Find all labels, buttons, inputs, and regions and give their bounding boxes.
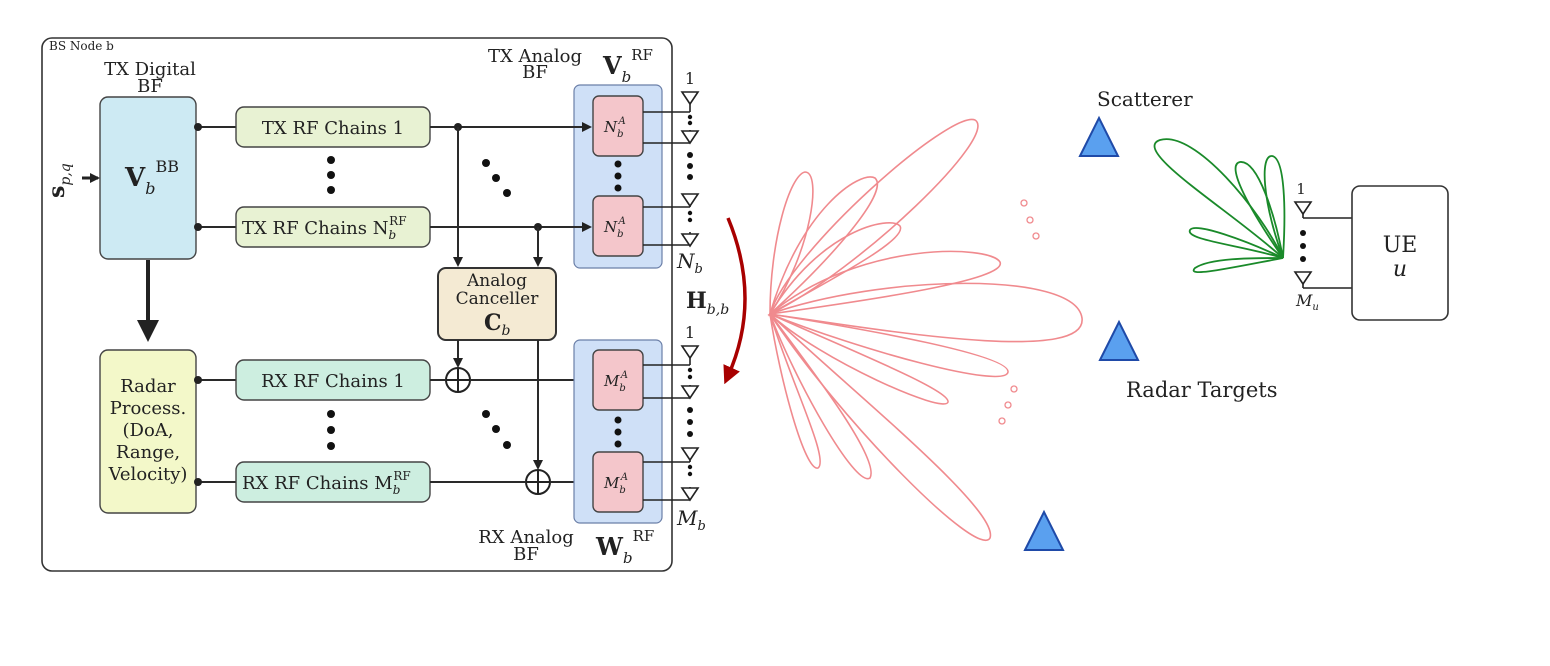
scatterer-icon — [1078, 115, 1120, 157]
ue-label: UE — [1383, 233, 1418, 258]
radar-process-block — [99, 349, 197, 514]
tx-phase-block-1 — [592, 95, 644, 157]
canceller-label-1: Analog — [466, 271, 527, 291]
tx-rf-chain-n-label: TX RF Chains NbRF — [242, 214, 407, 242]
rx-antenna-first-label: 1 — [685, 323, 695, 342]
rx-antenna-last-label: Mb — [676, 506, 706, 534]
ue-antenna-first-label: 1 — [1296, 180, 1306, 198]
tx-antenna-last-label: Nb — [676, 249, 703, 277]
canceller-symbol: Cb — [484, 310, 511, 339]
svg-text:MbA: MbA — [603, 370, 628, 394]
rx-rf-chain-1-label: RX RF Chains 1 — [261, 371, 405, 392]
tx-rf-matrix-symbol: VbRF — [602, 46, 653, 86]
radar-target-2-icon — [1023, 509, 1065, 551]
tx-beampattern-ellipsis-lower — [998, 385, 1018, 425]
svg-text:NbA: NbA — [603, 116, 626, 140]
radar-process-line-5: Velocity) — [108, 464, 188, 485]
svg-text:NbA: NbA — [603, 216, 626, 240]
radar-process-line-3: (DoA, — [122, 420, 173, 441]
rx-summer-m — [525, 469, 551, 495]
rx-summer-1 — [445, 367, 471, 393]
svg-text:MbA: MbA — [603, 472, 628, 496]
tx-digital-bf-label: TX Digital — [104, 59, 196, 80]
rx-rf-chain-m-label: RX RF Chains MbRF — [242, 469, 411, 497]
tx-antenna-first-label: 1 — [685, 69, 695, 88]
tx-phase-block-n — [592, 195, 644, 257]
scatterer-label: Scatterer — [1097, 87, 1193, 111]
self-channel-label: Hb,b — [686, 288, 729, 318]
tx-beampattern-ellipsis-upper — [1020, 199, 1040, 240]
ue-antenna-array — [1293, 201, 1352, 289]
rx-phase-block-m — [592, 451, 644, 513]
ue-index-label: u — [1393, 257, 1407, 282]
radar-targets-label: Radar Targets — [1126, 378, 1278, 402]
tx-beampattern — [767, 118, 1083, 541]
bs-node-frame — [41, 37, 673, 572]
tx-analog-bf-label-2: BF — [522, 62, 548, 83]
tx-digital-bf-label-2: BF — [137, 76, 163, 97]
tx-antenna-array — [643, 91, 700, 248]
canceller-label-2: Canceller — [456, 289, 540, 309]
ue-block — [1351, 185, 1449, 321]
tx-rf-chain-1-label: TX RF Chains 1 — [262, 118, 404, 139]
ue-antenna-last-label: Mu — [1295, 291, 1319, 313]
input-signal-label: sp,q — [44, 163, 74, 198]
analog-canceller-block — [437, 267, 557, 341]
rx-analog-bf-label: RX Analog — [478, 527, 574, 548]
rx-analog-bf-label-2: BF — [513, 544, 539, 565]
bs-node-title: BS Node b — [49, 39, 114, 53]
digital-precoder-block — [99, 96, 197, 260]
radar-process-line-2: Process. — [110, 398, 186, 419]
tx-analog-bf-label: TX Analog — [488, 46, 582, 67]
ue-beampattern — [1153, 138, 1286, 274]
rx-phase-block-1 — [592, 349, 644, 411]
radar-process-line-4: Range, — [116, 442, 180, 463]
rx-antenna-array — [643, 345, 700, 502]
self-channel-arrow — [723, 217, 747, 385]
radar-process-line-1: Radar — [120, 376, 176, 397]
precoder-bb-symbol: VbBB — [124, 157, 179, 198]
rx-rf-matrix-symbol: WbRF — [595, 527, 654, 567]
radar-target-1-icon — [1098, 319, 1140, 361]
